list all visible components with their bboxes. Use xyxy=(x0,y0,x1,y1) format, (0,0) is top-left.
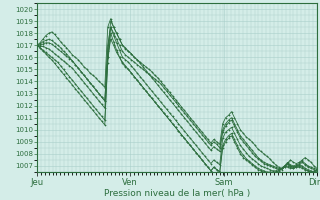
X-axis label: Pression niveau de la mer( hPa ): Pression niveau de la mer( hPa ) xyxy=(104,189,250,198)
